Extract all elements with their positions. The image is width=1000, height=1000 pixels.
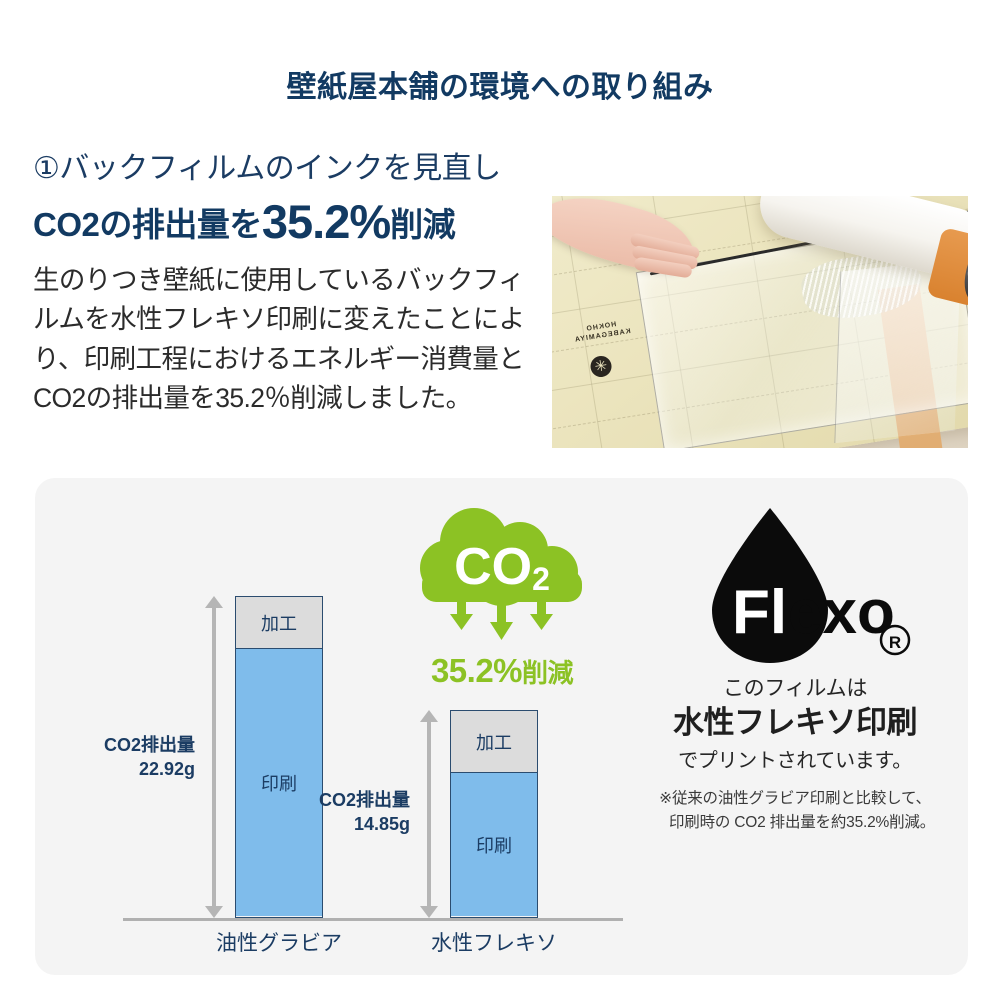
co2-reduction-value: 35.2%削減 — [387, 652, 617, 690]
bar-oil-gravure: 加工 印刷 — [235, 596, 323, 918]
bar-segment-process: 加工 — [236, 597, 322, 649]
flexo-footnote: ※従来の油性グラビア印刷と比較して、 印刷時の CO2 排出量を約35.2%削減… — [635, 787, 955, 835]
x-axis-label-oil-gravure: 油性グラビア — [216, 932, 342, 955]
svg-text:R: R — [889, 633, 901, 652]
bar-segment-print-label: 印刷 — [261, 773, 297, 794]
bar-total-arrow-oil-gravure — [205, 596, 223, 918]
flexo-main-line: 水性フレキソ印刷 — [673, 705, 918, 740]
co2-cloud-icon: CO2 — [402, 500, 602, 650]
bar-segment-process-label: 加工 — [261, 613, 297, 634]
flexo-sub-line-1: このフィルムは — [722, 677, 868, 700]
flexo-footnote-line-2: 印刷時の CO2 排出量を約35.2%削減。 — [668, 814, 936, 832]
bar-segment-print-label: 印刷 — [476, 835, 512, 856]
comparison-card: CO2 35.2%削減 加工 印刷 — [35, 478, 968, 975]
bar-total-label-oil-gravure: CO2排出量 22.92g — [85, 733, 195, 782]
bar-total-label-water-flexo: CO2排出量 14.85g — [300, 788, 410, 837]
bar-total-label-value: 14.85g — [353, 814, 410, 835]
flexo-ink-drop-logo: Fl exo R — [670, 500, 920, 670]
headline-percent-value: 35.2% — [261, 194, 391, 248]
bar-segment-process-label: 加工 — [476, 732, 512, 753]
flexo-footnote-line-1: ※従来の油性グラビア印刷と比較して、 — [659, 790, 931, 808]
bar-total-arrow-water-flexo — [420, 710, 438, 918]
co2-reduction-suffix: 削減 — [522, 658, 574, 688]
bar-segment-print: 印刷 — [451, 773, 537, 916]
page-title: 壁紙屋本舗の環境への取り組み — [286, 71, 714, 104]
bar-water-flexo: 加工 印刷 — [450, 710, 538, 918]
intro-item-number-line: ①バックフィルムのインクを見直し — [33, 152, 501, 185]
headline-prefix: CO2の排出量を — [33, 205, 262, 243]
co2-reduction-block: CO2 35.2%削減 — [387, 500, 617, 690]
co2-comparison-chart: 加工 印刷 CO2排出量 22.92g 油性グラビア 加工 印刷 CO — [95, 573, 625, 973]
x-axis-label-water-flexo: 水性フレキソ — [431, 932, 557, 955]
flexo-logo-block: Fl exo R このフィルムは 水性フレキソ印刷 でプリントされています。 ※… — [635, 500, 955, 835]
bar-segment-process: 加工 — [451, 711, 537, 773]
flexo-sub-line-2: でプリントされています。 — [678, 750, 912, 773]
svg-text:exo: exo — [788, 578, 895, 647]
bar-total-label-title: CO2排出量 — [318, 790, 410, 810]
svg-text:CO2: CO2 — [454, 538, 550, 597]
bar-total-label-value: 22.92g — [138, 759, 195, 780]
headline-suffix: 削減 — [390, 205, 456, 243]
bar-total-label-title: CO2排出量 — [103, 735, 195, 755]
intro-body-copy: 生のりつき壁紙に使用しているバックフィルムを水性フレキソ印刷に変えたことにより、… — [33, 265, 525, 413]
co2-reduction-percent: 35.2% — [430, 652, 523, 689]
bar-segment-print: 印刷 — [236, 649, 322, 916]
chart-baseline — [123, 918, 623, 921]
svg-text:Fl: Fl — [732, 578, 787, 647]
wallpaper-roll-photo: HOKHO KABEGAMIYA ✳ — [552, 196, 968, 448]
intro-headline: CO2の排出量を35.2%削減 — [33, 194, 543, 248]
intro-text-block: ①バックフィルムのインクを見直し CO2の排出量を35.2%削減 生のりつき壁紙… — [33, 152, 543, 418]
